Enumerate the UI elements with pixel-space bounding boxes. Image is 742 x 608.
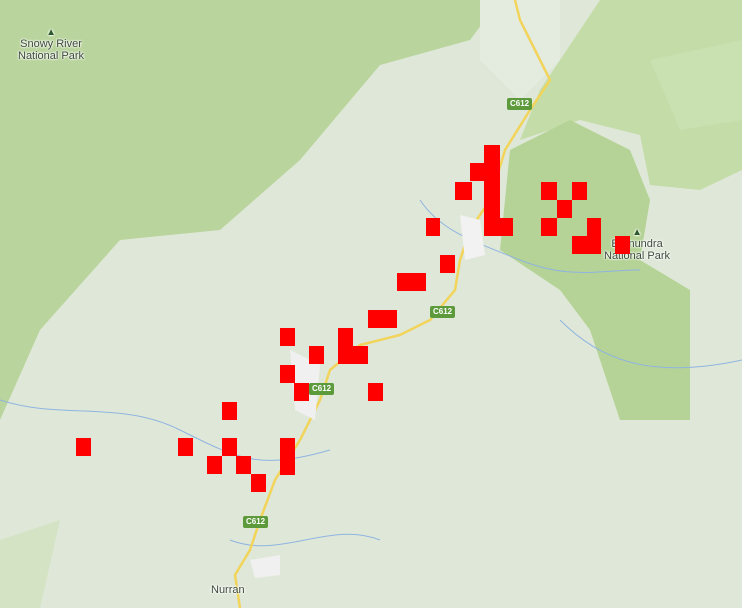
red-cell (280, 365, 295, 383)
red-cell (251, 474, 266, 492)
red-cell (207, 456, 222, 474)
park-label-snowy-river: ▲ Snowy River National Park (18, 27, 85, 63)
red-cell (557, 200, 572, 218)
red-cell (484, 145, 500, 236)
road-shield-c612: C612 (243, 516, 269, 528)
town-label-nurran: Nurran (211, 584, 245, 596)
road-shield-c612: C612 (309, 383, 335, 395)
red-cell (587, 218, 601, 236)
snowy-river-park-area (0, 0, 500, 420)
red-cell (455, 182, 472, 200)
red-cell (338, 346, 368, 364)
red-cell (572, 182, 587, 200)
errinundra-park-area (520, 0, 742, 190)
red-cell (500, 218, 513, 236)
red-cell (236, 456, 251, 474)
tree-icon: ▲ (632, 227, 642, 238)
red-cell (178, 438, 193, 456)
red-cell (615, 236, 630, 254)
red-cell (397, 273, 426, 291)
red-cell (222, 402, 237, 420)
park-name-line2: National Park (18, 50, 85, 62)
red-cell (338, 328, 353, 346)
red-cell (76, 438, 91, 456)
tree-icon: ▲ (46, 27, 56, 38)
road-shield-c612: C612 (507, 98, 533, 110)
red-cell (440, 255, 455, 273)
red-cell (541, 218, 557, 236)
red-cell (280, 328, 295, 346)
red-cell (572, 236, 601, 254)
red-cell (280, 438, 295, 475)
red-cell (294, 383, 309, 401)
road-shield-c612: C612 (430, 306, 456, 318)
red-cell (222, 438, 237, 456)
red-cell (541, 182, 557, 200)
park-name-line2: National Park (604, 250, 671, 262)
red-cell (426, 218, 440, 236)
red-cell (309, 346, 324, 364)
red-cell (368, 310, 397, 328)
park-label-errinundra: ▲ Errinundra National Park (604, 227, 671, 263)
road-c612 (233, 0, 552, 608)
red-cell (368, 383, 383, 401)
park-name-line1: Snowy River (20, 38, 82, 50)
red-cell (470, 163, 484, 181)
